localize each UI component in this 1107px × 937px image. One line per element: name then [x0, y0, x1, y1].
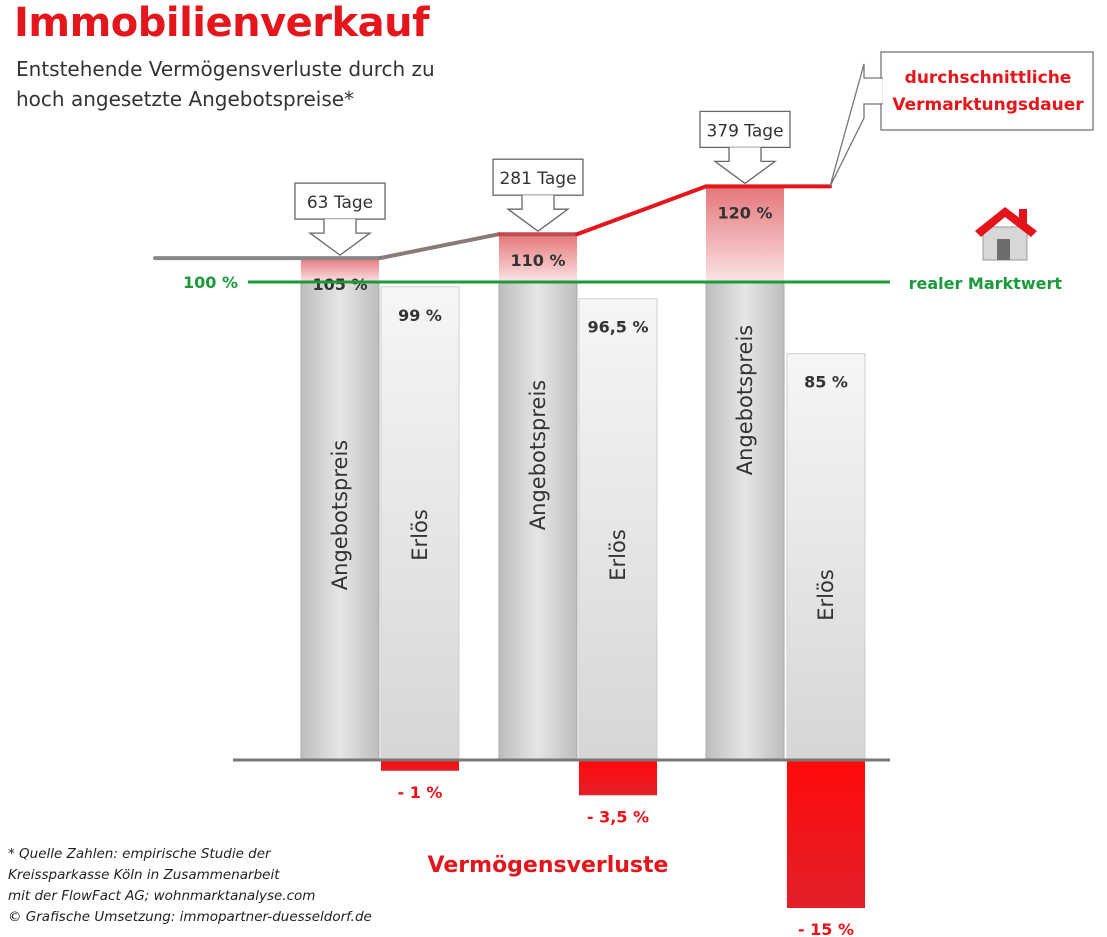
- erloes-bar: [786, 353, 866, 761]
- footnote-line: mit der FlowFact AG; wohnmarktanalyse.co…: [8, 888, 316, 904]
- erloes-value-label: 85 %: [804, 373, 848, 392]
- erloes-series-label: Erlös: [408, 509, 432, 561]
- chart-subtitle: Entstehende Vermögensverluste durch zu h…: [16, 57, 435, 111]
- days-label: 281 Tage: [499, 169, 576, 189]
- loss-value-label: - 1 %: [398, 783, 443, 802]
- duration-label-line1: durchschnittliche: [905, 68, 1072, 88]
- loss-bar: [579, 761, 657, 796]
- duration-arrow: [829, 63, 883, 187]
- erloes-bar: [578, 298, 658, 761]
- asking-price-trend-line: [378, 232, 501, 261]
- loss-bar: [787, 761, 865, 908]
- days-arrow: [308, 219, 372, 256]
- footnote: * Quelle Zahlen: empirische Studie der K…: [8, 844, 372, 928]
- footnote-line: * Quelle Zahlen: empirische Studie der: [8, 846, 271, 862]
- days-label: 63 Tage: [307, 193, 373, 213]
- days-box: [699, 110, 791, 149]
- footnote-line: Kreissparkasse Köln in Zusammenarbeit: [8, 867, 280, 883]
- erloes-series-label: Erlös: [814, 569, 838, 621]
- days-box: [294, 182, 386, 220]
- asking-price-trend-line: [575, 184, 708, 237]
- angebotspreis-premium-bar: [706, 186, 784, 282]
- angebotspreis-value-label: 105 %: [313, 275, 368, 294]
- reference-value-label: 100 %: [183, 273, 238, 292]
- reference-name-label: realer Marktwert: [909, 274, 1063, 293]
- erloes-value-label: 96,5 %: [587, 318, 648, 337]
- duration-box: [880, 51, 1094, 131]
- erloes-bar: [380, 286, 460, 761]
- house-icon: [975, 207, 1037, 261]
- erloes-value-label: 99 %: [398, 306, 442, 325]
- angebotspreis-value-label: 110 %: [511, 251, 566, 270]
- chart-title: Immobilienverkauf: [14, 0, 430, 46]
- days-arrow: [713, 147, 777, 185]
- angebotspreis-series-label: Angebotspreis: [733, 325, 757, 475]
- loss-value-label: - 3,5 %: [587, 807, 649, 826]
- angebotspreis-bar: [705, 281, 785, 761]
- angebotspreis-premium-bar: [301, 258, 379, 282]
- angebotspreis-bar: [300, 281, 380, 761]
- angebotspreis-premium-bar: [499, 234, 577, 282]
- days-box: [492, 158, 584, 196]
- duration-label-line2: Vermarktungsdauer: [892, 95, 1084, 115]
- loss-heading: Vermögensverluste: [428, 853, 669, 878]
- days-arrow: [506, 195, 570, 233]
- loss-value-label: - 15 %: [798, 920, 854, 937]
- angebotspreis-series-label: Angebotspreis: [328, 440, 352, 590]
- days-label: 379 Tage: [706, 121, 783, 141]
- angebotspreis-series-label: Angebotspreis: [526, 380, 550, 530]
- erloes-series-label: Erlös: [606, 529, 630, 581]
- angebotspreis-bar: [498, 281, 578, 761]
- footnote-line: © Grafische Umsetzung: immopartner-duess…: [8, 909, 372, 925]
- duration-callout: durchschnittliche Vermarktungsdauer: [829, 51, 1094, 187]
- loss-bar: [381, 761, 459, 771]
- angebotspreis-value-label: 120 %: [718, 203, 773, 222]
